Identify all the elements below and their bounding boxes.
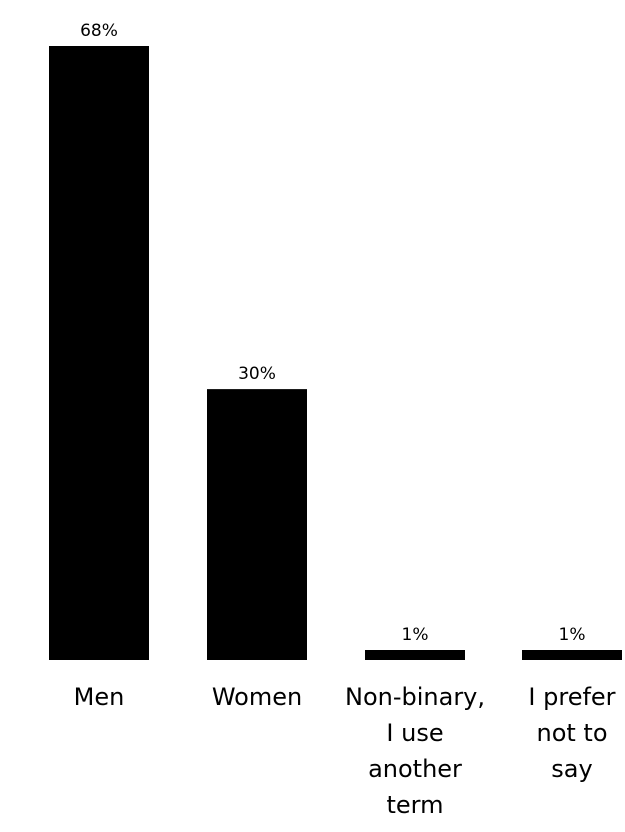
category-label-line: not to xyxy=(536,719,607,747)
value-label-0: 68% xyxy=(80,21,118,41)
category-label-1: Women xyxy=(212,683,302,711)
bar-2 xyxy=(365,650,465,660)
bar-3 xyxy=(522,650,622,660)
category-label-line: Men xyxy=(74,683,125,711)
category-label-line: say xyxy=(551,755,592,783)
bar-0 xyxy=(49,46,149,660)
bars-group xyxy=(49,46,622,660)
value-labels-group: 68% 30% 1% 1% xyxy=(80,21,585,645)
category-label-0: Men xyxy=(74,683,125,711)
category-label-3: I prefer not to say xyxy=(528,683,615,783)
category-label-line: Women xyxy=(212,683,302,711)
category-label-line: Non-binary, xyxy=(345,683,485,711)
value-label-1: 30% xyxy=(238,364,276,384)
category-label-line: another xyxy=(368,755,462,783)
category-label-2: Non-binary, I use another term xyxy=(345,683,485,819)
value-label-2: 1% xyxy=(402,625,429,645)
category-label-line: term xyxy=(387,791,444,819)
category-label-line: I prefer xyxy=(528,683,615,711)
bar-1 xyxy=(207,389,307,660)
value-label-3: 1% xyxy=(559,625,586,645)
category-labels-group: Men Women Non-binary, I use another term I pre… xyxy=(74,683,616,819)
category-label-line: I use xyxy=(386,719,443,747)
